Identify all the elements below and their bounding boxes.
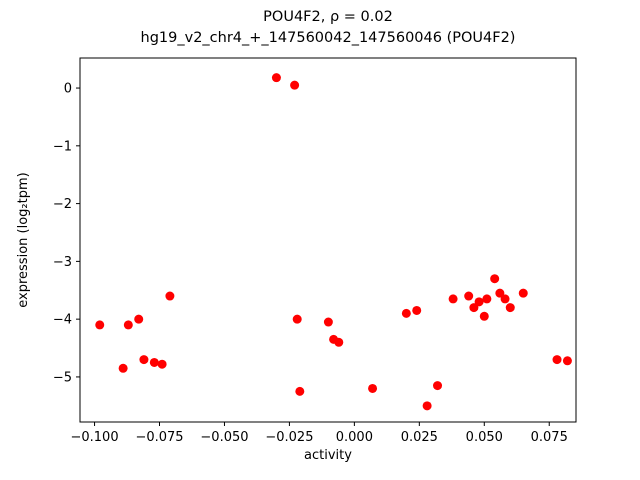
x-tick-label: 0.025 — [401, 430, 438, 445]
data-point — [323, 317, 333, 327]
data-point — [479, 311, 489, 321]
x-tick-label: −0.100 — [70, 430, 118, 445]
data-point — [271, 73, 281, 83]
data-point — [505, 303, 515, 313]
x-tick-label: 0.050 — [466, 430, 503, 445]
data-point — [295, 386, 305, 396]
data-point — [482, 294, 492, 304]
data-point — [422, 401, 432, 411]
data-point — [123, 320, 133, 330]
data-point — [95, 320, 105, 330]
y-tick-label: 0 — [64, 82, 72, 97]
chart-subtitle: hg19_v2_chr4_+_147560042_147560046 (POU4… — [140, 30, 516, 46]
y-tick-label: −1 — [53, 139, 72, 154]
data-point — [139, 355, 149, 365]
data-point — [165, 291, 175, 301]
data-point — [134, 314, 144, 324]
data-point — [157, 359, 167, 369]
data-point — [500, 294, 510, 304]
data-point — [118, 363, 128, 373]
data-point — [292, 314, 302, 324]
data-point — [149, 357, 159, 367]
x-tick-label: −0.075 — [135, 430, 183, 445]
x-tick-label: −0.025 — [265, 430, 313, 445]
data-point — [433, 381, 443, 391]
data-point — [474, 297, 484, 307]
x-tick-label: 0.000 — [336, 430, 373, 445]
data-point — [448, 294, 458, 304]
chart-title: POU4F2, ρ = 0.02 — [263, 9, 393, 25]
data-point — [469, 303, 479, 313]
y-tick-label: −2 — [53, 197, 72, 212]
data-point — [290, 80, 300, 90]
data-point — [368, 383, 378, 393]
data-point — [464, 291, 474, 301]
data-point — [490, 274, 500, 284]
y-tick-label: −4 — [53, 313, 72, 328]
y-tick-label: −5 — [53, 370, 72, 385]
x-axis-label: activity — [304, 448, 352, 463]
x-tick-label: 0.075 — [531, 430, 568, 445]
data-point — [552, 355, 562, 365]
x-tick-label: −0.050 — [200, 430, 248, 445]
y-tick-label: −3 — [53, 255, 72, 270]
data-point — [401, 308, 411, 318]
data-point — [518, 288, 528, 298]
data-point — [412, 305, 422, 315]
axes-frame — [79, 57, 577, 423]
data-point — [562, 356, 572, 366]
data-point — [334, 337, 344, 347]
data-point — [495, 288, 505, 298]
